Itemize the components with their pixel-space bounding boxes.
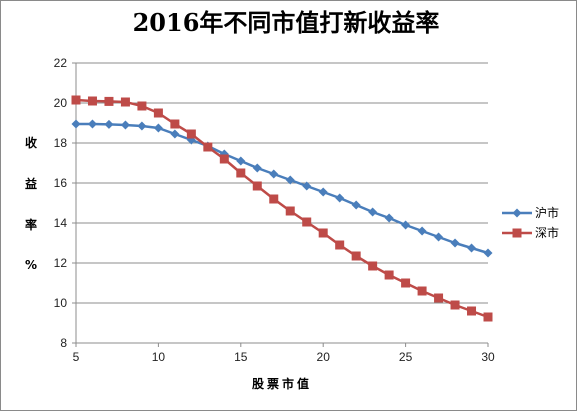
- y-axis-label-char-3: %: [25, 258, 37, 272]
- data-point-1-10: [236, 168, 246, 178]
- data-point-1-22: [434, 293, 444, 303]
- data-point-1-21: [417, 286, 427, 296]
- y-tick-label-12: 12: [54, 256, 68, 270]
- series-line-1: [75, 98, 489, 319]
- x-tick-label-20: 20: [317, 350, 331, 364]
- y-axis-label-char-0: 收: [25, 135, 37, 150]
- data-point-0-0: [71, 119, 81, 129]
- data-point-0-14: [302, 181, 312, 191]
- y-axis-label: 收益率%: [25, 135, 37, 272]
- data-point-1-9: [219, 154, 229, 164]
- data-point-0-24: [467, 243, 477, 253]
- y-axis-label-char-1: 益: [25, 176, 37, 191]
- data-point-1-5: [153, 108, 163, 118]
- data-point-0-18: [368, 207, 378, 217]
- data-point-0-19: [384, 213, 394, 223]
- y-tick-label-18: 18: [54, 136, 68, 150]
- data-point-0-5: [153, 123, 163, 133]
- data-point-1-0: [71, 95, 81, 105]
- x-tick-label-5: 5: [73, 350, 80, 364]
- data-point-0-10: [236, 156, 246, 166]
- legend-item-0: 沪市: [502, 205, 559, 220]
- data-point-1-25: [483, 312, 493, 322]
- data-point-1-20: [401, 278, 411, 288]
- data-point-1-18: [368, 261, 378, 271]
- data-point-1-13: [285, 206, 295, 216]
- data-point-0-12: [269, 169, 279, 179]
- y-tick-label-8: 8: [60, 336, 67, 350]
- data-point-0-17: [351, 200, 361, 210]
- data-point-1-19: [384, 270, 394, 280]
- data-point-0-2: [104, 119, 114, 129]
- y-tick-label-22: 22: [54, 56, 68, 70]
- y-tick-label-20: 20: [54, 96, 68, 110]
- data-point-1-17: [351, 251, 361, 261]
- data-point-0-3: [120, 120, 130, 130]
- data-point-0-15: [318, 187, 328, 197]
- y-tick-label-14: 14: [54, 216, 68, 230]
- y-tick-label-16: 16: [54, 176, 68, 190]
- legend-item-1: 深市: [502, 225, 559, 240]
- legend-marker-0: [512, 208, 522, 218]
- chart-title: 2016年不同市值打新收益率: [133, 8, 440, 37]
- data-point-0-22: [434, 232, 444, 242]
- data-point-1-2: [104, 96, 114, 106]
- data-point-0-23: [450, 238, 460, 248]
- data-point-1-6: [170, 119, 180, 129]
- data-point-0-1: [87, 119, 97, 129]
- x-axis-label: 股票市值: [252, 376, 312, 391]
- data-point-1-4: [137, 101, 147, 111]
- data-point-0-16: [335, 193, 345, 203]
- series-1: [71, 95, 493, 322]
- axes: [72, 62, 489, 347]
- data-point-0-25: [483, 248, 493, 258]
- grid-lines: [76, 62, 488, 304]
- data-point-1-16: [335, 240, 345, 250]
- data-point-1-12: [269, 194, 279, 204]
- y-tick-label-10: 10: [54, 296, 68, 310]
- data-point-1-14: [302, 217, 312, 227]
- data-point-1-23: [450, 300, 460, 310]
- legend-label-1: 深市: [535, 225, 559, 240]
- x-tick-label-10: 10: [152, 350, 166, 364]
- data-point-1-24: [467, 306, 477, 316]
- data-point-0-4: [137, 121, 147, 131]
- data-point-1-3: [120, 97, 130, 107]
- series-group: [71, 95, 493, 322]
- y-tick-labels: 8 10 12 14 16 18 20 22: [54, 56, 68, 350]
- data-point-0-20: [401, 220, 411, 230]
- data-point-0-13: [285, 175, 295, 185]
- data-point-1-7: [186, 129, 196, 139]
- data-point-0-11: [252, 163, 262, 173]
- legend-label-0: 沪市: [535, 205, 559, 220]
- legend-marker-1: [512, 228, 522, 238]
- series-0: [71, 119, 493, 258]
- x-tick-labels: 5 10 15 20 25 30: [73, 350, 495, 364]
- x-tick-label-25: 25: [399, 350, 413, 364]
- x-tick-label-30: 30: [481, 350, 495, 364]
- data-point-1-8: [203, 142, 213, 152]
- x-tick-label-15: 15: [234, 350, 248, 364]
- data-point-1-11: [252, 181, 262, 191]
- data-point-0-21: [417, 226, 427, 236]
- data-point-1-1: [87, 96, 97, 106]
- data-point-1-15: [318, 228, 328, 238]
- data-point-0-6: [170, 129, 180, 139]
- y-axis-label-char-2: 率: [25, 217, 37, 232]
